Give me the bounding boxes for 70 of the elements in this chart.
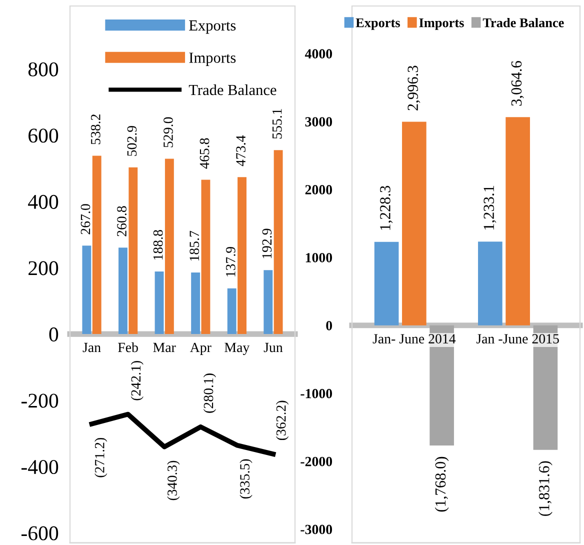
data-label: 137.9 (226, 246, 236, 276)
bar (374, 242, 399, 326)
legend-label: Exports (189, 20, 236, 34)
data-label: 3,064.6 (511, 61, 524, 106)
y-tick-label: 0 (49, 327, 58, 342)
bar (128, 167, 138, 334)
x-tick-label: Jun (264, 342, 283, 352)
data-label: 529.0 (164, 117, 173, 148)
data-label: (335.5) (240, 459, 252, 499)
y-tick-label: 600 (28, 128, 58, 143)
legend-label: Imports (189, 52, 236, 66)
data-label: 192.9 (262, 228, 272, 258)
data-label: 473.4 (236, 135, 246, 166)
y-tick-label: 400 (28, 194, 58, 209)
bar (154, 271, 164, 334)
y-tick-label: 3000 (305, 117, 332, 126)
y-tick-label: -3000 (300, 524, 332, 534)
x-tick-label: Jan- June 2014 (372, 334, 456, 344)
x-tick-label: Jan -June 2015 (476, 334, 559, 344)
bar (274, 150, 283, 334)
data-label: (271.2) (94, 438, 108, 478)
data-label: 1,233.1 (484, 186, 496, 230)
bar (92, 156, 102, 334)
data-label: 267.0 (80, 204, 90, 234)
bar (402, 122, 426, 326)
y-tick-label: 4000 (304, 49, 332, 59)
data-label: 1,228.3 (380, 186, 393, 230)
x-tick-label: May (224, 342, 250, 355)
y-tick-label: -600 (21, 526, 58, 540)
bar (264, 270, 273, 334)
data-label: 502.9 (127, 126, 137, 156)
data-label: 2,996.3 (408, 66, 420, 110)
data-label: (340.3) (167, 460, 180, 500)
data-label: (1,768.0) (434, 456, 449, 512)
data-label: (242.1) (130, 360, 144, 400)
bar (164, 158, 174, 334)
bar (191, 272, 200, 334)
y-tick-label: -400 (21, 460, 58, 474)
y-tick-label: -200 (21, 394, 58, 408)
legend-label: Trade Balance (482, 18, 564, 28)
bar (201, 180, 210, 334)
x-tick-label: Jan (82, 342, 101, 352)
bar (506, 117, 530, 326)
bar (478, 242, 502, 326)
data-label: 185.7 (190, 230, 200, 261)
data-label: 538.2 (90, 114, 100, 144)
data-label: (362.2) (276, 400, 289, 440)
y-tick-label: -2000 (300, 456, 332, 466)
bar (82, 246, 92, 334)
y-tick-label: 1000 (306, 253, 332, 262)
data-label: 188.8 (153, 230, 163, 260)
x-tick-label: Feb (118, 342, 138, 352)
legend-label: Trade Balance (188, 84, 276, 96)
y-tick-label: -1000 (300, 388, 332, 398)
y-tick-label: 2000 (305, 185, 332, 194)
y-tick-label: 200 (28, 261, 58, 276)
data-label: 260.8 (117, 206, 127, 236)
data-label: 555.1 (272, 108, 282, 139)
legend-label: Imports (419, 18, 464, 30)
data-label: (1,831.6) (538, 461, 552, 516)
bar (238, 177, 246, 334)
x-tick-label: Apr (190, 342, 212, 355)
bar (227, 288, 236, 334)
data-label: 465.8 (200, 138, 210, 169)
x-tick-label: Mar (153, 342, 176, 352)
y-tick-label: 0 (326, 320, 332, 330)
bar (118, 248, 128, 334)
legend-label: Exports (356, 18, 400, 30)
data-label: (280.1) (203, 374, 216, 413)
y-tick-label: 800 (28, 62, 58, 76)
